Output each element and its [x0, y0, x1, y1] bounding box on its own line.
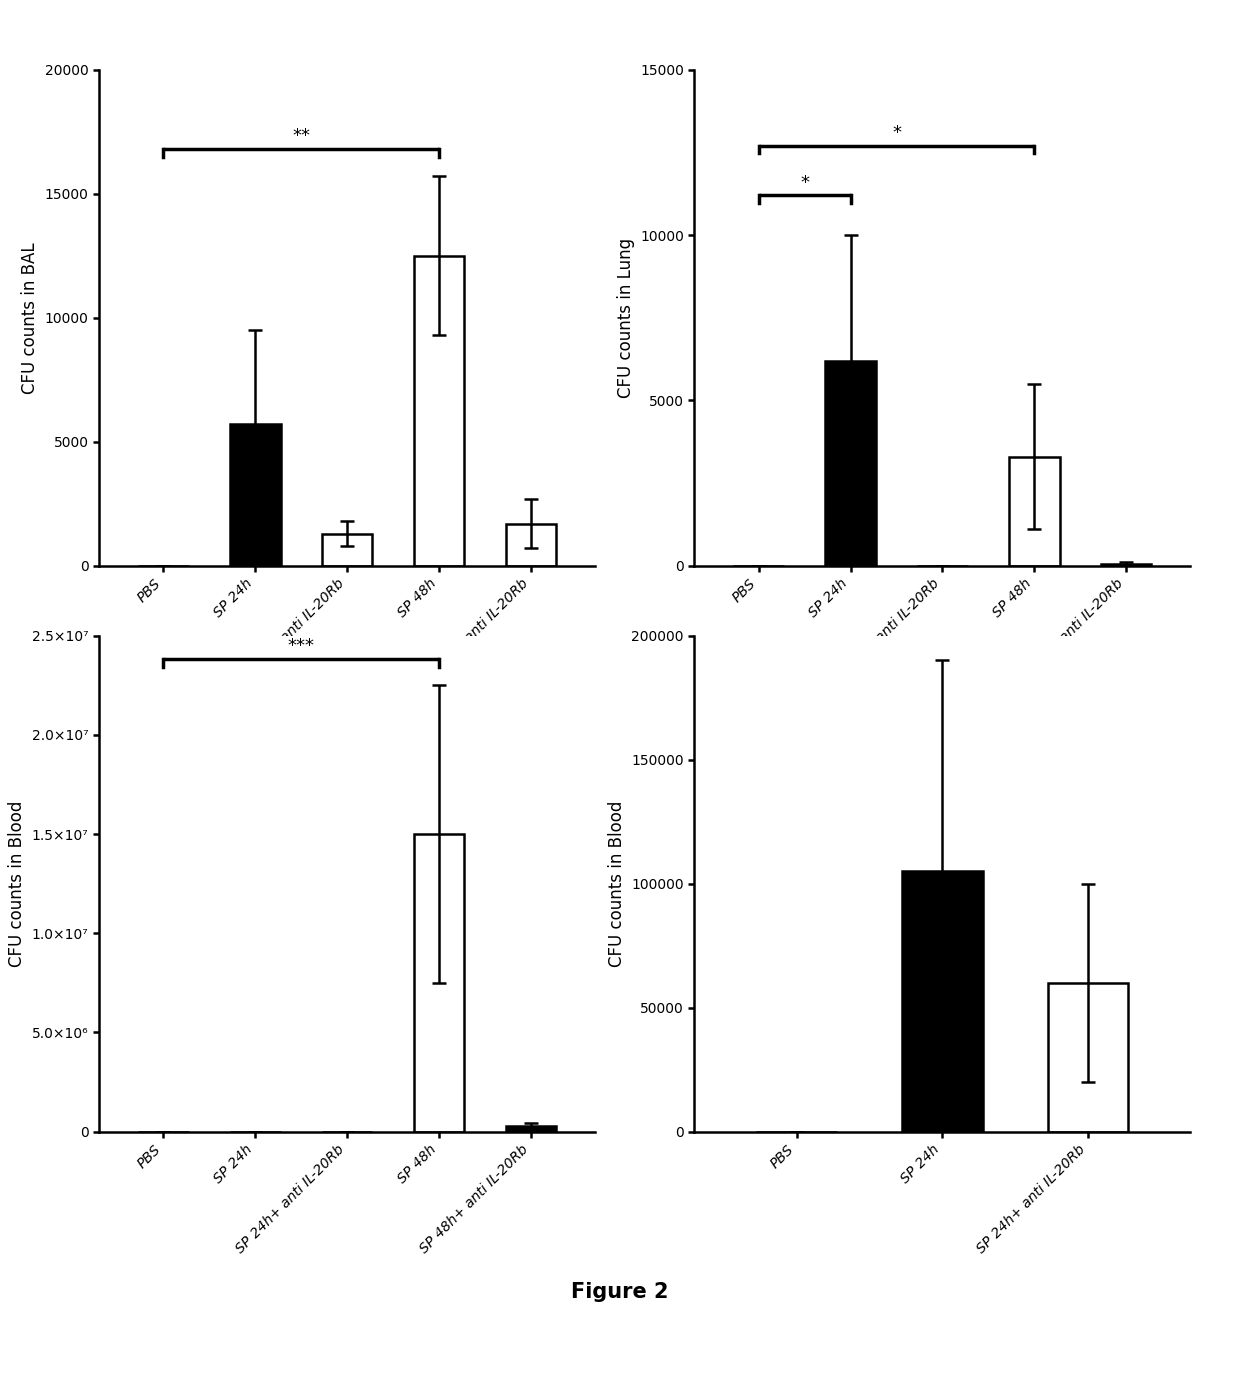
- Bar: [1101, 564, 1152, 566]
- Bar: [1009, 457, 1059, 566]
- Y-axis label: CFU counts in Blood: CFU counts in Blood: [9, 800, 26, 967]
- Bar: [506, 524, 557, 566]
- Text: **: **: [293, 127, 310, 145]
- Bar: [414, 834, 464, 1132]
- Y-axis label: CFU counts in Lung: CFU counts in Lung: [616, 237, 635, 398]
- Bar: [1048, 983, 1128, 1132]
- Text: Figure 2: Figure 2: [572, 1282, 668, 1302]
- Bar: [322, 534, 372, 566]
- Text: *: *: [800, 173, 810, 191]
- Bar: [826, 360, 875, 566]
- Bar: [414, 256, 464, 566]
- Text: *: *: [892, 124, 901, 142]
- Bar: [231, 425, 280, 566]
- Bar: [506, 1126, 557, 1132]
- Y-axis label: CFU counts in Blood: CFU counts in Blood: [608, 800, 626, 967]
- Bar: [903, 872, 982, 1132]
- Y-axis label: CFU counts in BAL: CFU counts in BAL: [21, 242, 40, 394]
- Text: ***: ***: [288, 637, 315, 655]
